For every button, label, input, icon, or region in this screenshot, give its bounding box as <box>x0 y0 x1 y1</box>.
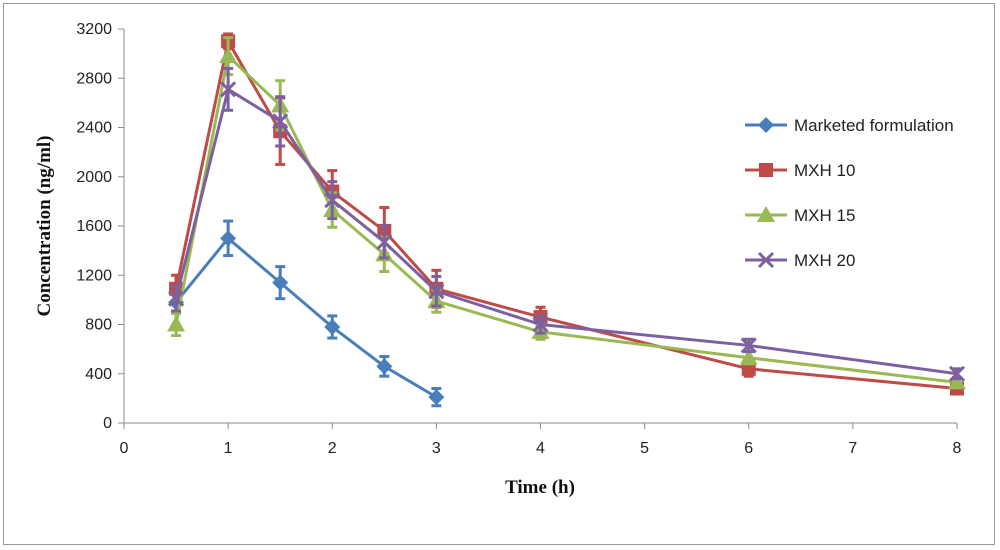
legend-item-mxh-10: MXH 10 <box>745 161 855 180</box>
data-point <box>428 389 445 406</box>
data-point <box>272 113 289 130</box>
legend-marker <box>759 163 773 177</box>
legend-item-marketed-formulation: Marketed formulation <box>745 116 954 135</box>
x-tick-label: 3 <box>432 440 441 457</box>
marker-stroke <box>757 251 775 269</box>
marker-stroke <box>948 365 966 382</box>
marker-stroke <box>272 113 289 130</box>
x-tick-label: 8 <box>953 440 962 457</box>
chart-frame <box>3 3 995 545</box>
data-point <box>428 283 445 300</box>
legend-label: Marketed formulation <box>794 116 954 135</box>
legend-label: MXH 20 <box>794 251 855 270</box>
y-tick-label: 0 <box>103 415 112 432</box>
data-point <box>219 47 238 64</box>
marker-stroke <box>740 337 757 354</box>
data-point <box>220 230 237 247</box>
marker-stroke <box>324 192 341 209</box>
series-line <box>174 236 438 399</box>
data-point <box>167 315 186 332</box>
marker-stroke <box>532 316 549 333</box>
y-tick-label: 1600 <box>76 218 112 235</box>
y-tick-label: 2000 <box>76 169 112 186</box>
y-tick-label: 3200 <box>76 21 112 38</box>
legend-label: MXH 10 <box>794 161 855 180</box>
series-mxh-20 <box>168 66 966 382</box>
legend-marker <box>757 251 775 269</box>
y-tick-label: 1200 <box>76 267 112 284</box>
y-tick-label: 2400 <box>76 120 112 137</box>
x-tick-label: 7 <box>848 440 857 457</box>
legend: Marketed formulation MXH 10 MXH 15 MXH 20 <box>745 116 954 270</box>
marker-stroke <box>376 233 393 251</box>
data-point <box>532 316 549 333</box>
data-point <box>220 81 237 98</box>
legend-item-mxh-20: MXH 20 <box>745 251 855 270</box>
marker-stroke <box>428 283 445 300</box>
data-point <box>739 348 758 365</box>
data-point <box>948 373 966 390</box>
data-point <box>324 192 341 209</box>
x-tick-label: 1 <box>224 440 233 457</box>
data-point <box>324 318 341 335</box>
data-point <box>948 365 966 382</box>
series-layer <box>167 32 966 408</box>
x-tick-label: 5 <box>640 440 649 457</box>
x-tick-label: 4 <box>536 440 545 457</box>
x-tick-label: 2 <box>328 440 337 457</box>
marker-stroke <box>220 81 237 98</box>
axes: 0 400 800 1200 1600 2000 2400 2800 3200 0 1 2 3 4 5 6 7 8 <box>76 21 961 457</box>
series-marketed-formulation <box>168 219 445 408</box>
legend-item-mxh-15: MXH 15 <box>745 206 855 225</box>
y-tick-label: 2800 <box>76 70 112 87</box>
x-tick-label: 0 <box>120 440 129 457</box>
data-point <box>376 233 393 251</box>
legend-marker <box>757 206 775 222</box>
x-tick-label: 6 <box>744 440 753 457</box>
y-tick-label: 800 <box>85 317 112 334</box>
data-point <box>272 274 289 291</box>
data-point <box>740 337 757 354</box>
x-axis-title: Time (h) <box>505 477 575 498</box>
y-axis-title: Concentration (ng/ml) <box>34 135 55 316</box>
legend-marker <box>758 117 774 133</box>
legend-label: MXH 15 <box>794 206 855 225</box>
data-point <box>376 358 393 375</box>
data-point <box>168 290 185 307</box>
marker-stroke <box>168 290 185 307</box>
y-tick-label: 400 <box>85 366 112 383</box>
